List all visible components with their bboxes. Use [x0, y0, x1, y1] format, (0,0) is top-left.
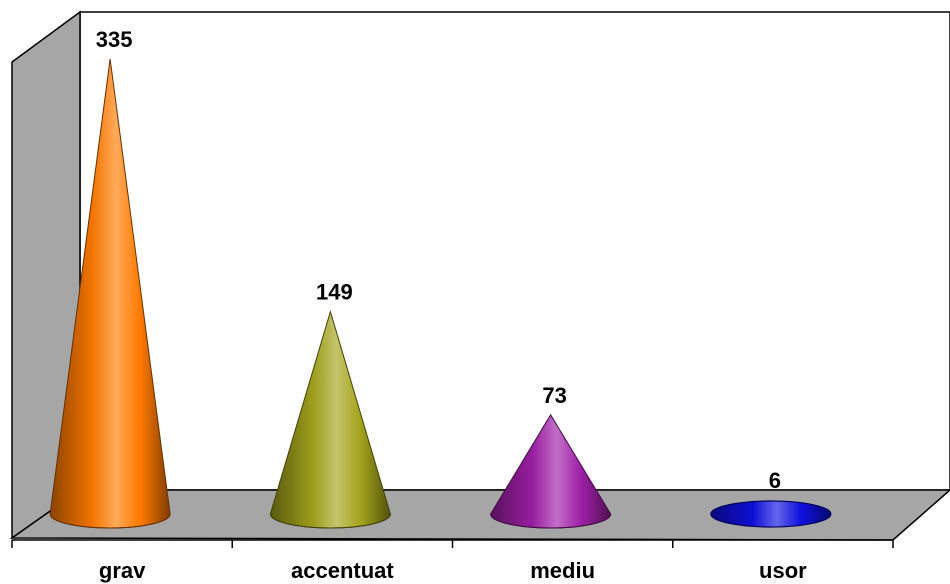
chart-marks: [49, 58, 832, 529]
chart-back-wall: [79, 11, 950, 491]
category-label-accentuat: accentuat: [291, 558, 394, 583]
data-label-mediu: 73: [542, 383, 566, 408]
category-label-usor: usor: [759, 558, 807, 583]
data-labels: 335 149 73 6: [96, 27, 781, 493]
data-label-accentuat: 149: [316, 280, 353, 305]
x-axis-ticks: [11, 540, 894, 548]
category-label-grav: grav: [99, 558, 146, 583]
cone-base-edge-mediu: [490, 513, 612, 529]
data-label-grav: 335: [96, 27, 133, 52]
cone-base-edge-grav: [49, 513, 171, 529]
cone-usor: [710, 500, 832, 528]
category-label-mediu: mediu: [530, 558, 595, 583]
cone-base-edge-accentuat: [269, 513, 391, 529]
category-labels: grav accentuat mediu usor: [99, 558, 807, 583]
data-label-usor: 6: [769, 468, 781, 493]
